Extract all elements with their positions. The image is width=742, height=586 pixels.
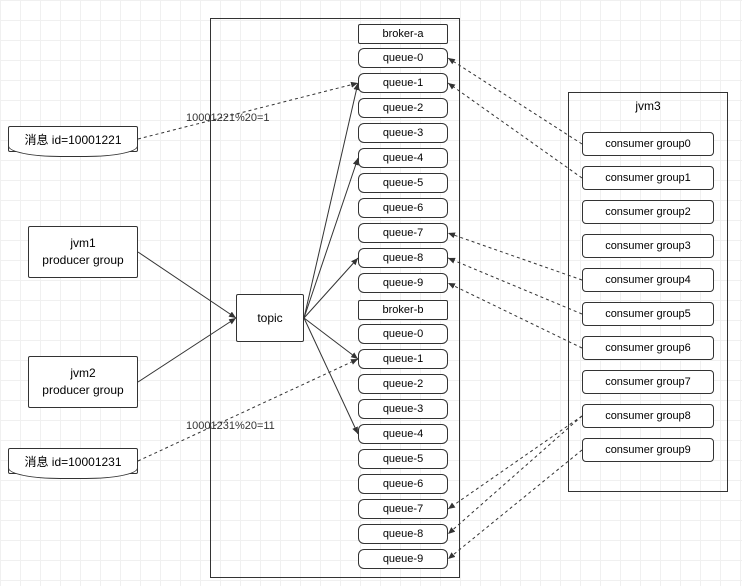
- consumer-group-4: consumer group4: [582, 268, 714, 292]
- broker-a-label: broker-a: [358, 24, 448, 44]
- consumer-group-8: consumer group8: [582, 404, 714, 428]
- broker-b-queue-4: queue-4: [358, 424, 448, 444]
- jvm1-label: jvm1 producer group: [42, 235, 123, 269]
- consumer-group-6: consumer group6: [582, 336, 714, 360]
- consumer-group-1: consumer group1: [582, 166, 714, 190]
- consumer-group-3: consumer group3: [582, 234, 714, 258]
- broker-b-queue-1: queue-1: [358, 349, 448, 369]
- consumer-group-5: consumer group5: [582, 302, 714, 326]
- broker-a-text: broker-a: [383, 28, 424, 40]
- broker-b-queue-7: queue-7: [358, 499, 448, 519]
- message-2-label: 消息 id=10001231: [24, 453, 121, 470]
- broker-a-queue-0: queue-0: [358, 48, 448, 68]
- jvm3-label: jvm3: [569, 93, 727, 113]
- broker-b-queue-5: queue-5: [358, 449, 448, 469]
- hash-label-1: 10001221%20=1: [186, 112, 270, 124]
- broker-b-queue-9: queue-9: [358, 549, 448, 569]
- broker-a-queue-9: queue-9: [358, 273, 448, 293]
- broker-a-queue-3: queue-3: [358, 123, 448, 143]
- broker-a-queue-5: queue-5: [358, 173, 448, 193]
- broker-a-queue-1: queue-1: [358, 73, 448, 93]
- broker-a-queue-4: queue-4: [358, 148, 448, 168]
- message-1-node: 消息 id=10001221: [8, 126, 138, 152]
- jvm1-node: jvm1 producer group: [28, 226, 138, 278]
- broker-a-queue-7: queue-7: [358, 223, 448, 243]
- jvm2-label: jvm2 producer group: [42, 365, 123, 399]
- hash-label-2: 10001231%20=11: [186, 420, 275, 432]
- message-2-node: 消息 id=10001231: [8, 448, 138, 474]
- broker-a-queue-2: queue-2: [358, 98, 448, 118]
- broker-b-queue-6: queue-6: [358, 474, 448, 494]
- message-1-label: 消息 id=10001221: [24, 131, 121, 148]
- hash-label-1-text: 10001221%20=1: [186, 112, 270, 124]
- consumer-group-9: consumer group9: [582, 438, 714, 462]
- consumer-group-2: consumer group2: [582, 200, 714, 224]
- topic-node: topic: [236, 294, 304, 342]
- broker-b-label: broker-b: [358, 300, 448, 320]
- hash-label-2-text: 10001231%20=11: [186, 420, 275, 432]
- broker-b-queue-3: queue-3: [358, 399, 448, 419]
- broker-b-queue-8: queue-8: [358, 524, 448, 544]
- broker-a-queue-6: queue-6: [358, 198, 448, 218]
- consumer-group-0: consumer group0: [582, 132, 714, 156]
- broker-b-queue-2: queue-2: [358, 374, 448, 394]
- jvm2-node: jvm2 producer group: [28, 356, 138, 408]
- broker-b-queue-0: queue-0: [358, 324, 448, 344]
- topic-label: topic: [257, 310, 282, 327]
- broker-a-queue-8: queue-8: [358, 248, 448, 268]
- broker-b-text: broker-b: [383, 304, 424, 316]
- consumer-group-7: consumer group7: [582, 370, 714, 394]
